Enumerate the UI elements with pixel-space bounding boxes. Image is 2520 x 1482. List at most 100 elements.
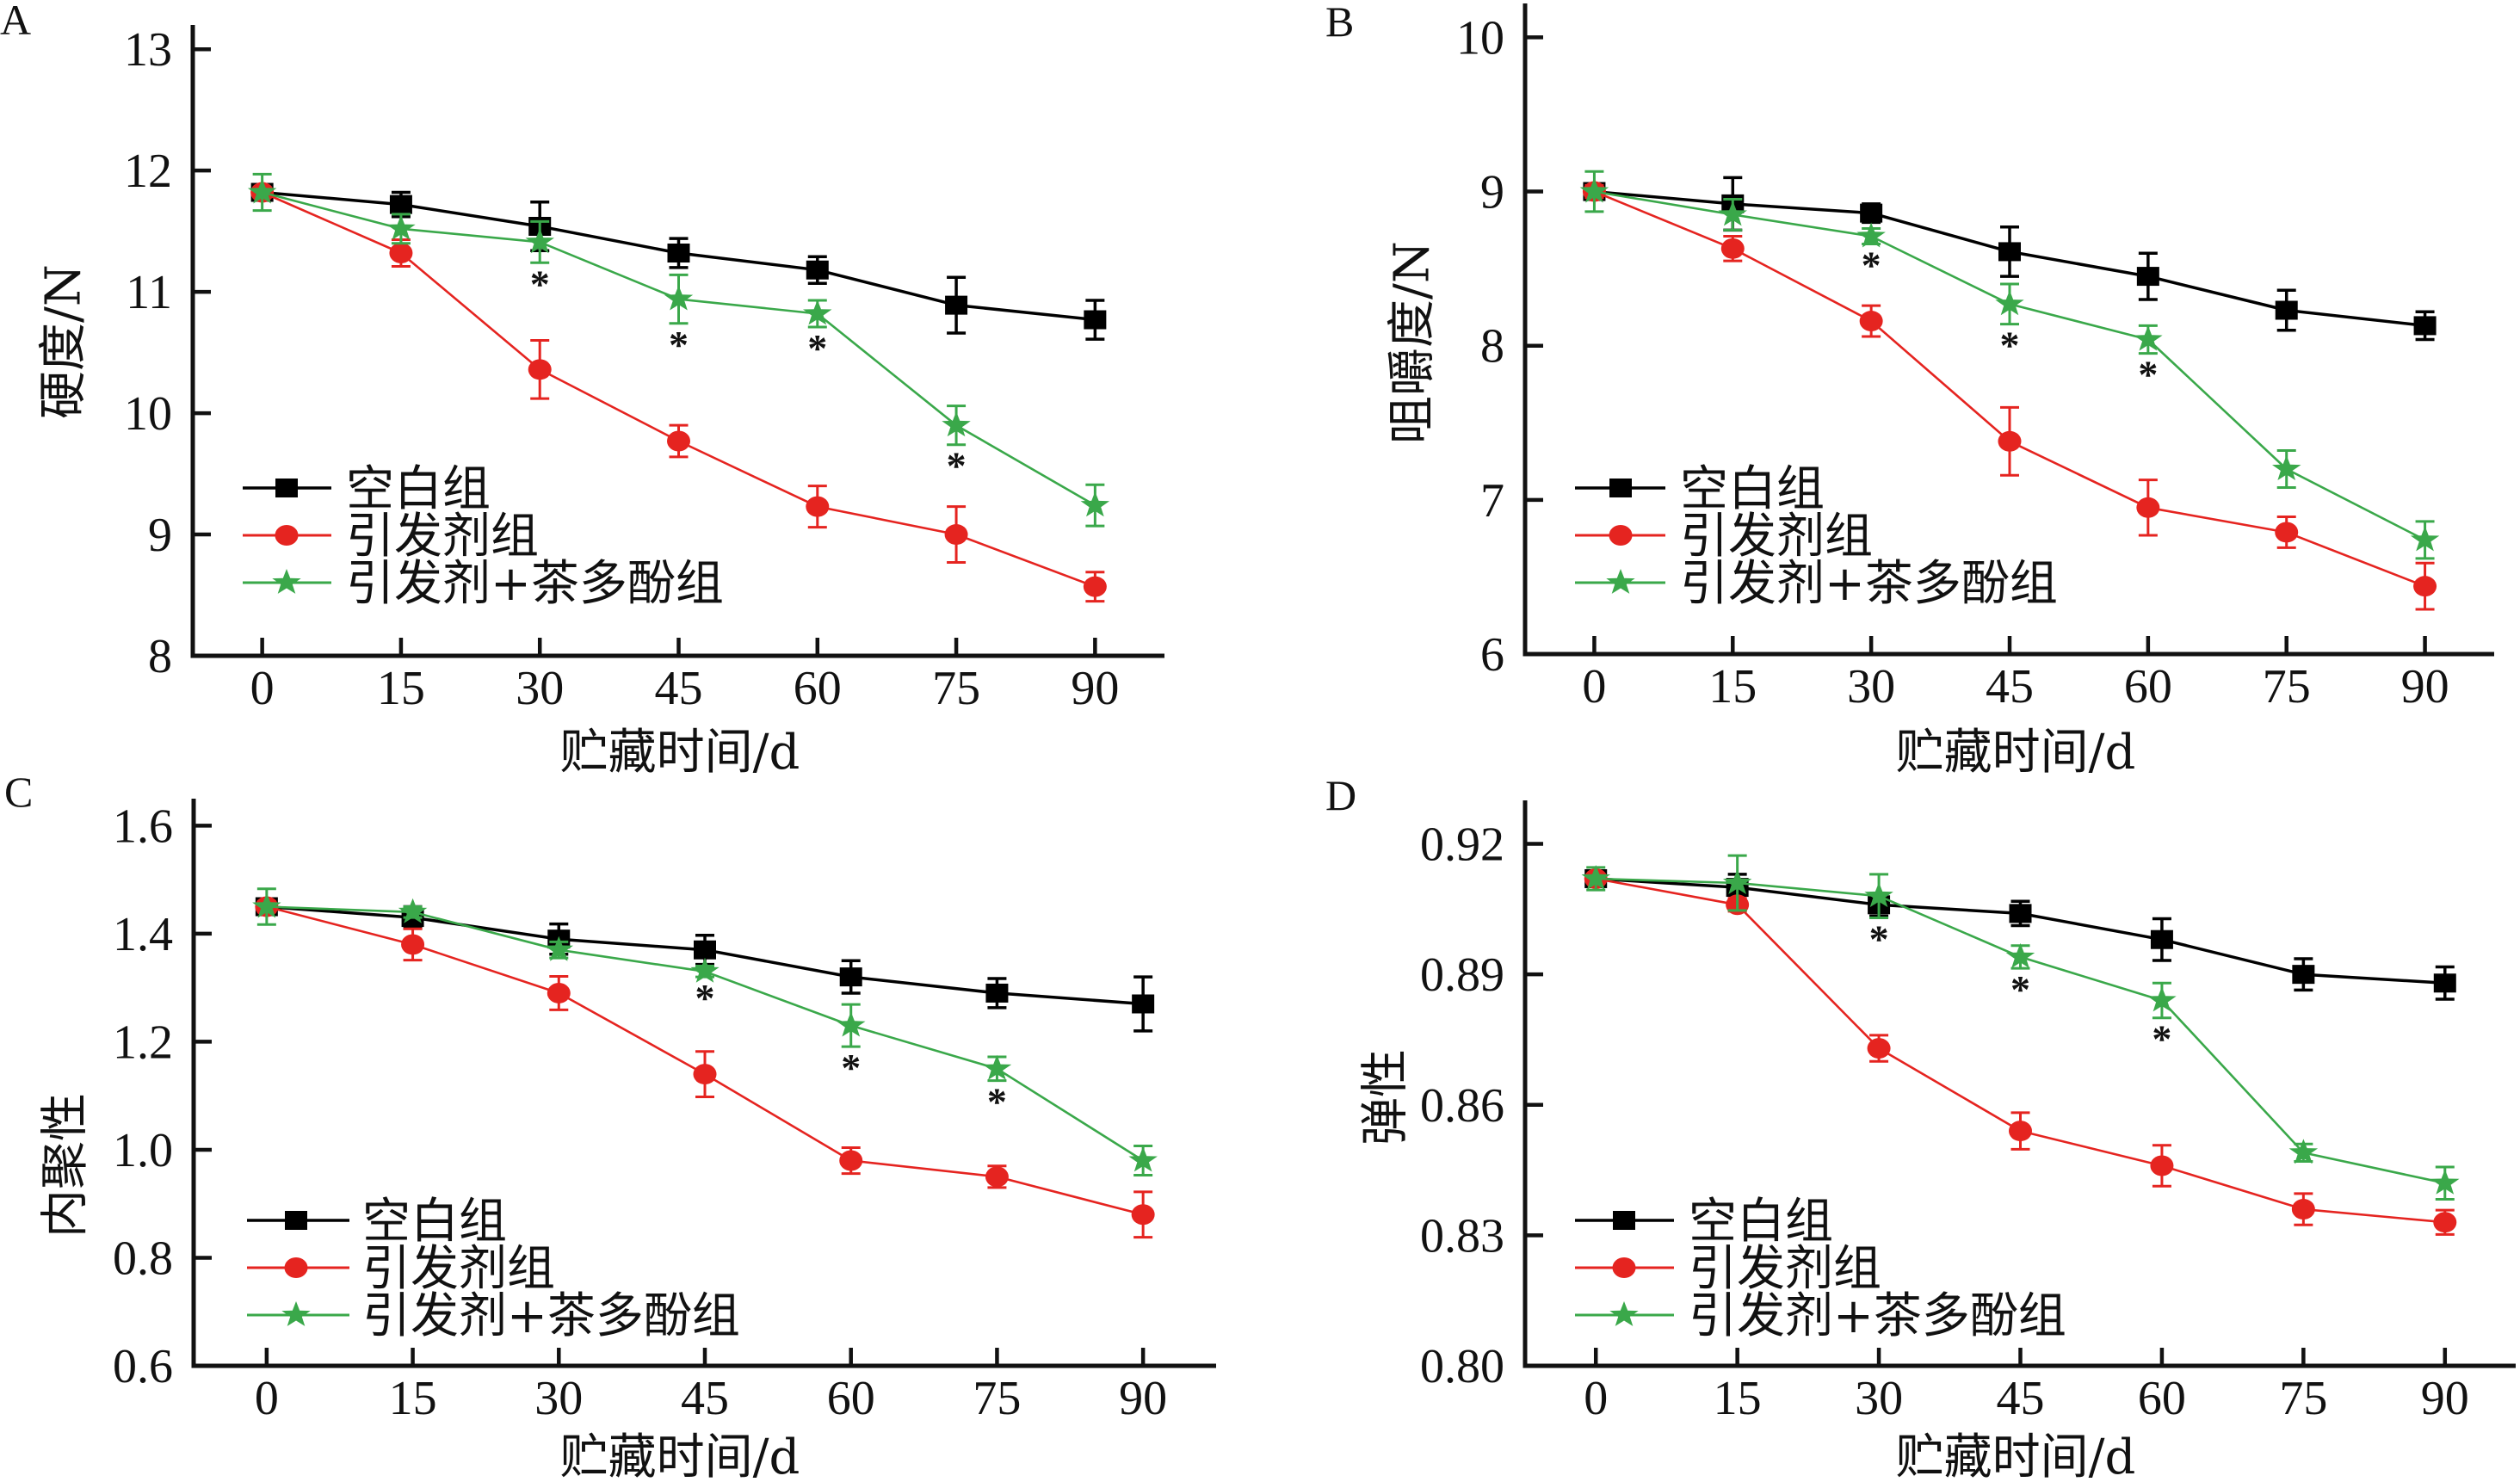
y-tick-label: 10 (1456, 11, 1504, 65)
y-tick-label: 9 (1480, 166, 1504, 219)
data-point-circle-marker (944, 524, 968, 546)
data-point-star-marker (1128, 1146, 1158, 1172)
legend-item-initiator-tea-polyphenol: 引发剂+茶多酚组 (247, 1288, 740, 1344)
legend-item-initiator: 引发剂组 (1575, 509, 1873, 565)
data-point-star-marker (2288, 1139, 2319, 1164)
data-point-star-marker (2410, 526, 2440, 552)
data-point-star-marker (690, 957, 720, 983)
x-tick-label: 30 (534, 1372, 583, 1425)
data-point-circle-marker (1867, 1038, 1891, 1059)
x-tick-label: 60 (2138, 1372, 2186, 1425)
data-point-star-marker (837, 1011, 866, 1037)
y-tick-label: 1.0 (113, 1124, 173, 1177)
data-point-circle-marker (1131, 1204, 1155, 1226)
legend-item-initiator: 引发剂组 (247, 1241, 555, 1297)
panel-c: C 0.6 0.8 1.0 1.2 1.4 1.6 0 15 30 45 60 75 90 贮藏时间/d 内聚… (4, 768, 1216, 1482)
data-point-circle-marker (1720, 238, 1745, 259)
x-tick-label: 15 (377, 662, 425, 715)
significance-asterisk: * (2000, 324, 2020, 367)
x-tick-label: 60 (2124, 660, 2172, 713)
panel-label: A (0, 0, 31, 44)
x-tick-label: 30 (1847, 660, 1895, 713)
x-axis-title: 贮藏时间/d (1896, 725, 2136, 781)
data-point-star-marker (1864, 882, 1893, 908)
data-point-circle-marker (839, 1150, 863, 1171)
data-point-star-marker (2005, 942, 2035, 968)
legend-circle-marker (1609, 525, 1633, 546)
y-axis-title: 咀嚼度/N (1385, 241, 1441, 444)
data-point-square-marker (2413, 316, 2437, 336)
x-tick-label: 0 (1582, 660, 1606, 713)
y-tick-label: 8 (148, 630, 172, 683)
panel-d: D 0.80 0.83 0.86 0.89 0.92 0 15 30 45 60 75 90 贮藏时间/d… (1325, 771, 2516, 1482)
panel-label: C (4, 768, 33, 816)
axes: 0.80 0.83 0.86 0.89 0.92 0 15 30 45 60 75 90 (1420, 800, 2516, 1425)
y-tick-label: 6 (1480, 628, 1504, 682)
legend-item-initiator-tea-polyphenol: 引发剂+茶多酚组 (1575, 556, 2058, 612)
axes: 0.6 0.8 1.0 1.2 1.4 1.6 0 15 30 45 60 75 90 (113, 799, 1216, 1425)
series-initiator-tea-polyphenol (1579, 170, 2440, 560)
y-axis-title: 内聚性 (38, 1093, 94, 1238)
axes: 8 9 10 11 12 13 0 15 30 45 60 75 90 (124, 23, 1164, 715)
legend-label: 引发剂组 (1689, 1241, 1881, 1297)
data-point-circle-marker (2433, 1212, 2457, 1233)
y-axis-title: 弹性 (1358, 1049, 1414, 1145)
legend-square-marker (1609, 479, 1632, 497)
data-point-circle-marker (2291, 1199, 2315, 1220)
x-tick-label: 45 (1997, 1372, 2045, 1425)
legend-item-initiator: 引发剂组 (1575, 1241, 1881, 1297)
data-point-circle-marker (1998, 430, 2022, 452)
panel-b: B 6 7 8 9 10 0 15 30 45 60 75 90 贮藏时间/d 咀嚼度/N * * * 空白组引发剂… (1325, 0, 2494, 781)
axes: 6 7 8 9 10 0 15 30 45 60 75 90 (1456, 3, 2494, 713)
legend-label: 引发剂+茶多酚组 (1680, 556, 2058, 612)
significance-asterisk: * (695, 976, 715, 1020)
significance-asterisk: * (807, 326, 827, 370)
legend-label: 引发剂组 (346, 509, 539, 565)
data-point-star-marker (1581, 865, 1610, 890)
legend-label: 引发剂+茶多酚组 (362, 1288, 740, 1344)
data-point-circle-marker (528, 359, 552, 380)
x-tick-label: 15 (389, 1372, 437, 1425)
legend-star-marker (272, 569, 301, 594)
x-tick-label: 45 (681, 1372, 729, 1425)
legend-item-initiator: 引发剂组 (243, 509, 539, 565)
y-tick-label: 0.89 (1420, 948, 1504, 1002)
legend-circle-marker (1612, 1257, 1636, 1278)
x-tick-label: 0 (1584, 1372, 1608, 1425)
significance-asterisk: * (841, 1046, 861, 1090)
y-tick-label: 0.80 (1420, 1340, 1504, 1393)
y-tick-label: 1.4 (113, 908, 173, 961)
legend-star-marker (281, 1301, 311, 1326)
legend-circle-marker (284, 1257, 308, 1278)
significance-asterisk: * (1869, 917, 1889, 960)
data-point-circle-marker (693, 1064, 717, 1085)
data-point-star-marker (525, 228, 554, 254)
y-tick-label: 8 (1480, 320, 1504, 374)
y-tick-label: 1.6 (113, 800, 173, 853)
data-point-circle-marker (547, 982, 571, 1003)
y-tick-label: 11 (126, 266, 172, 319)
x-tick-label: 30 (516, 662, 564, 715)
x-tick-label: 30 (1855, 1372, 1903, 1425)
data-point-star-marker (1080, 491, 1110, 517)
significance-asterisk: * (987, 1080, 1007, 1124)
legend-item-initiator-tea-polyphenol: 引发剂+茶多酚组 (1575, 1288, 2066, 1344)
data-point-circle-marker (985, 1166, 1009, 1188)
panel-label: B (1325, 0, 1354, 46)
x-tick-label: 15 (1708, 660, 1757, 713)
x-tick-label: 75 (2263, 660, 2311, 713)
y-tick-label: 0.6 (113, 1340, 173, 1393)
x-tick-label: 75 (2279, 1372, 2327, 1425)
significance-asterisk: * (530, 262, 550, 306)
y-tick-label: 1.2 (113, 1016, 173, 1069)
y-axis-title: 硬度/N (36, 264, 92, 419)
data-point-star-marker (982, 1054, 1012, 1080)
y-tick-label: 12 (124, 145, 172, 198)
legend-label: 引发剂+茶多酚组 (346, 556, 724, 612)
y-tick-label: 9 (148, 509, 172, 562)
